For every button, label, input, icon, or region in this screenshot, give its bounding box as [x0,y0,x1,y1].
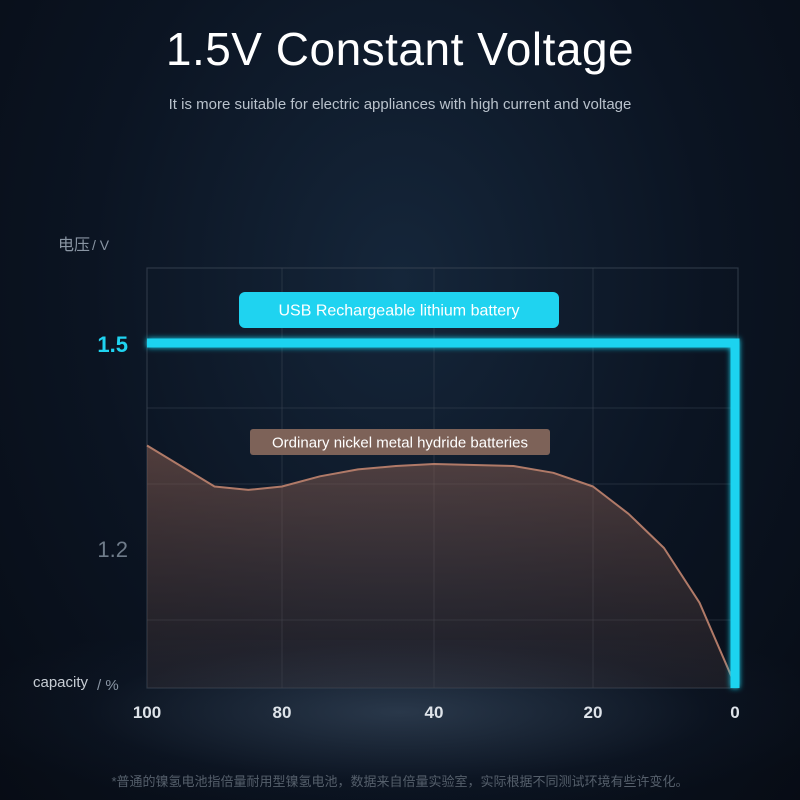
nimh-series-label: Ordinary nickel metal hydride batteries [272,434,528,451]
x-tick-label: 0 [730,703,739,722]
nimh-series-line [146,444,736,686]
page-subtitle: It is more suitable for electric applian… [168,96,632,113]
x-axis-unit: / % [97,677,119,694]
x-tick-label: 40 [425,703,444,722]
lithium-series-line [147,338,740,688]
page-title: 1.5V Constant Voltage [165,23,635,75]
y-tick-label: 1.5 [97,332,128,357]
lithium-series-label: USB Rechargeable lithium battery [278,303,519,320]
x-tick-label: 20 [584,703,603,722]
x-tick-label: 80 [273,703,292,722]
y-tick-label: 1.2 [97,537,128,562]
y-axis-unit: / V [92,237,110,253]
lithium-series-label-bg [239,292,559,328]
footnote: *普通的镍氢电池指倍量耐用型镍氢电池，数据来自倍量实验室，实际根据不同测试环境有… [111,774,689,789]
x-tick-label: 100 [133,703,161,722]
x-axis-label: capacity [33,674,89,691]
y-axis-label: 电压 [58,235,90,254]
nimh-series-area [147,445,735,688]
nimh-series-label-bg [250,429,550,455]
